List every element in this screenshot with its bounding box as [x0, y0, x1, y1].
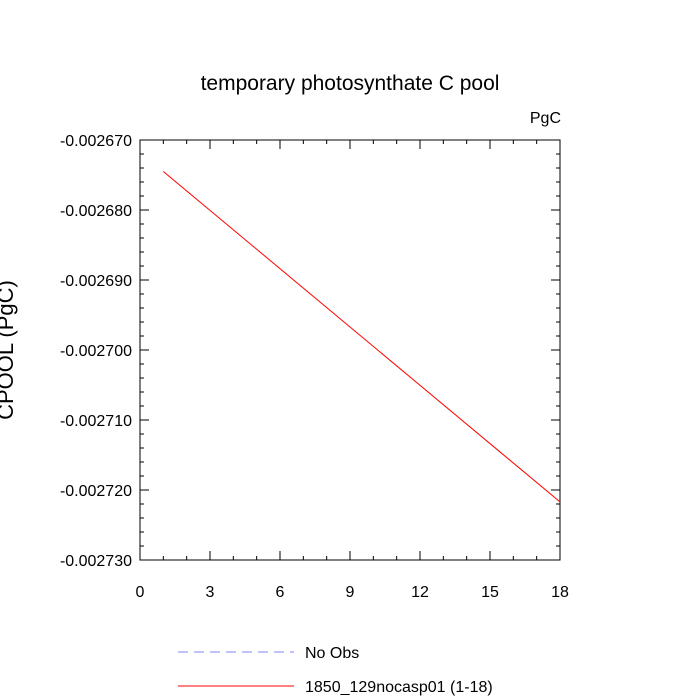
x-tick-label: 3 [206, 584, 215, 601]
series-layer [163, 171, 561, 503]
units-label: PgC [530, 110, 561, 127]
plot-frame [139, 139, 561, 561]
y-tick-label: -0.002720 [60, 483, 132, 500]
legend-label: No Obs [305, 645, 359, 662]
x-tick-label: 15 [481, 584, 499, 601]
legend-label: 1850_129nocasp01 (1-18) [305, 679, 493, 696]
x-tick-label: 12 [411, 584, 429, 601]
y-tick-label: -0.002690 [60, 273, 132, 290]
x-tick-label: 0 [136, 584, 145, 601]
x-tick-label: 9 [346, 584, 355, 601]
legend: No Obs 1850_129nocasp01 (1-18) [178, 645, 493, 696]
chart-title: temporary photosynthate C pool [201, 72, 500, 95]
y-tick-label: -0.002680 [60, 203, 132, 220]
y-tick-labels: -0.002670 -0.002680 -0.002690 -0.002700 -0.0… [60, 133, 132, 570]
axis-ticks [139, 139, 561, 561]
series-line [163, 171, 561, 503]
y-tick-label: -0.002730 [60, 553, 132, 570]
y-axis-label: CPOOL (PgC) [0, 280, 18, 420]
x-tick-label: 6 [276, 584, 285, 601]
y-tick-label: -0.002700 [60, 343, 132, 360]
x-tick-label: 18 [551, 584, 569, 601]
y-tick-label: -0.002670 [60, 133, 132, 150]
x-tick-labels: 0 3 6 9 12 15 18 [136, 584, 569, 601]
y-tick-label: -0.002710 [60, 413, 132, 430]
